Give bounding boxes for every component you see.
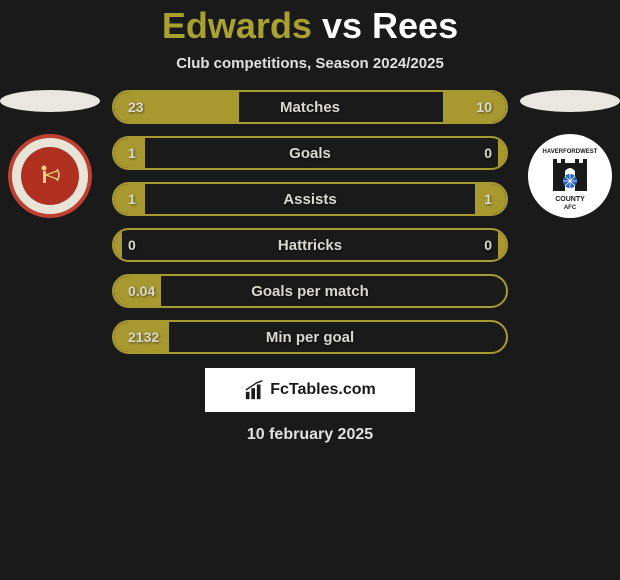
stat-value-right: 0 — [484, 145, 492, 161]
stat-value-left: 2132 — [128, 329, 159, 345]
subtitle-text: Club competitions, Season 2024/2025 — [176, 55, 444, 72]
team-badge-left-inner — [21, 147, 79, 205]
left-ellipse-decoration — [0, 90, 100, 112]
stat-row: 0 0 Hattricks — [112, 228, 508, 262]
date-text: 10 february 2025 — [247, 426, 373, 444]
stat-value-right: 1 — [484, 191, 492, 207]
stat-label: Min per goal — [266, 329, 354, 346]
stat-fill-right — [443, 92, 506, 122]
team-badge-right-inner: HAVERFORDWEST COUNTY AFC — [535, 141, 605, 211]
stat-fill-right — [498, 138, 506, 168]
left-team-column — [0, 90, 100, 218]
stat-fill-right — [498, 230, 506, 260]
stat-row: 0.04 Goals per match — [112, 274, 508, 308]
svg-text:HAVERFORDWEST: HAVERFORDWEST — [543, 149, 598, 155]
fctables-logo-box: FcTables.com — [205, 368, 415, 412]
chart-icon — [244, 379, 266, 401]
stat-value-right: 0 — [484, 237, 492, 253]
svg-text:AFC: AFC — [564, 205, 577, 211]
stat-label: Assists — [283, 191, 336, 208]
stat-row: 2132 Min per goal — [112, 320, 508, 354]
stat-row: 23 10 Matches — [112, 90, 508, 124]
comparison-area: 2310Matches10Goals11Assists00Hattricks0.… — [0, 90, 620, 354]
team-badge-right: HAVERFORDWEST COUNTY AFC — [528, 134, 612, 218]
stat-label: Matches — [280, 99, 340, 116]
team-badge-left — [8, 134, 92, 218]
right-team-column: HAVERFORDWEST COUNTY AFC — [520, 90, 620, 218]
svg-text:COUNTY: COUNTY — [555, 196, 585, 203]
vs-text: vs — [322, 5, 362, 46]
stat-value-left: 23 — [128, 99, 144, 115]
stat-fill-left — [114, 230, 122, 260]
archer-icon — [35, 161, 65, 191]
stats-column: 2310Matches10Goals11Assists00Hattricks0.… — [112, 90, 508, 354]
stat-row: 1 0 Goals — [112, 136, 508, 170]
stat-value-left: 1 — [128, 191, 136, 207]
stat-label: Hattricks — [278, 237, 342, 254]
stat-value-right: 10 — [476, 99, 492, 115]
stat-value-left: 0.04 — [128, 283, 155, 299]
stat-value-left: 1 — [128, 145, 136, 161]
player2-name: Rees — [372, 5, 458, 46]
right-ellipse-decoration — [520, 90, 620, 112]
stat-label: Goals — [289, 145, 331, 162]
stat-value-left: 0 — [128, 237, 136, 253]
player1-name: Edwards — [162, 5, 312, 46]
stat-row: 1 1 Assists — [112, 182, 508, 216]
fctables-logo-text: FcTables.com — [270, 381, 376, 399]
stat-label: Goals per match — [251, 283, 369, 300]
comparison-title: Edwards vs Rees — [162, 5, 458, 47]
castle-icon: HAVERFORDWEST COUNTY AFC — [535, 141, 605, 211]
